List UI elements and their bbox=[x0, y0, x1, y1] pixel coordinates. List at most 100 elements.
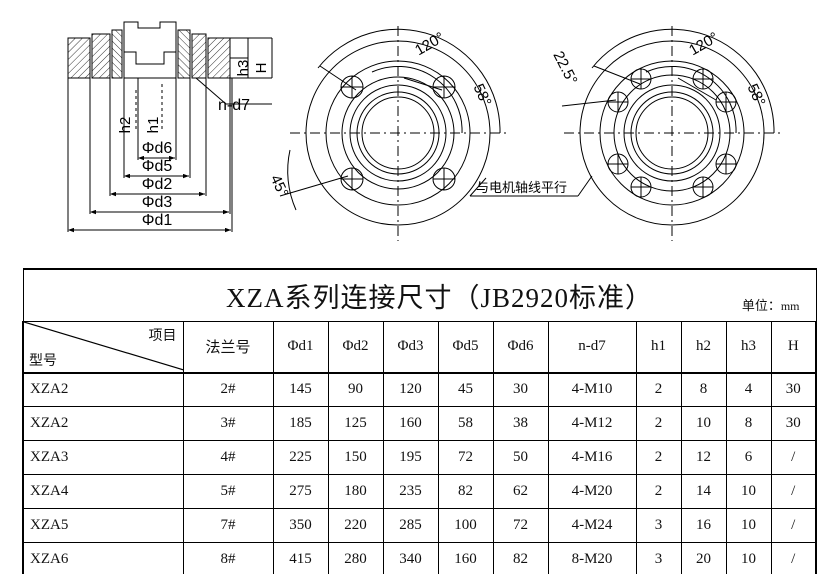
cell-d5: 45 bbox=[437, 372, 494, 407]
table-row: XZA2 2# 145 90 120 45 30 4-M10 2 8 4 30 bbox=[22, 372, 818, 407]
cell-d2: 150 bbox=[327, 440, 384, 475]
cell-H: / bbox=[770, 508, 818, 543]
cell-h1: 2 bbox=[635, 406, 682, 441]
unit-note: 单位：mm bbox=[742, 295, 800, 314]
label-h1: h1 bbox=[145, 117, 162, 134]
cell-h3: 8 bbox=[725, 406, 772, 441]
cell-H: / bbox=[770, 440, 818, 475]
table-title-row: XZA系列连接尺寸（JB2920标准） 单位：mm bbox=[22, 268, 817, 322]
label-phi-d6: Φd6 bbox=[142, 140, 173, 157]
unit-label: 单位： bbox=[741, 297, 781, 313]
label-phi-d2: Φd2 bbox=[142, 176, 173, 193]
section-view bbox=[67, 21, 273, 233]
column-header-h1: h1 bbox=[635, 320, 682, 374]
cell-model: XZA2 bbox=[22, 372, 184, 407]
corner-item-label: 项目 bbox=[148, 328, 177, 344]
cell-d5: 160 bbox=[437, 542, 494, 574]
cell-h1: 3 bbox=[635, 508, 682, 543]
cell-h1: 2 bbox=[635, 372, 682, 407]
column-header-d1: Φd1 bbox=[272, 320, 329, 374]
cell-h2: 20 bbox=[680, 542, 727, 574]
front-view-4hole bbox=[279, 26, 506, 241]
cell-nd7: 8-M20 bbox=[547, 542, 637, 574]
table-row: XZA4 5# 275 180 235 82 62 4-M20 2 14 10 … bbox=[22, 474, 818, 509]
cell-model: XZA4 bbox=[22, 474, 184, 509]
cell-h3: 10 bbox=[725, 508, 772, 543]
column-header-d3: Φd3 bbox=[382, 320, 439, 374]
cell-d2: 180 bbox=[327, 474, 384, 509]
cell-d5: 58 bbox=[437, 406, 494, 441]
cell-h2: 10 bbox=[680, 406, 727, 441]
column-header-h3: h3 bbox=[725, 320, 772, 374]
cell-h1: 2 bbox=[635, 440, 682, 475]
section-view-labels: h3 H h2 h1 n-d7 Φd6 Φd5 Φd2 Φd3 Φd1 bbox=[117, 60, 270, 229]
cell-h3: 6 bbox=[725, 440, 772, 475]
cell-d6: 50 bbox=[492, 440, 549, 475]
label-H: H bbox=[253, 63, 270, 74]
cell-h1: 3 bbox=[635, 542, 682, 574]
table-row: XZA5 7# 350 220 285 100 72 4-M24 3 16 10… bbox=[22, 508, 818, 543]
front-view-8hole-labels: 120° 58° 22.5° bbox=[549, 29, 768, 109]
angle-22-5: 22.5° bbox=[549, 48, 580, 87]
cell-nd7: 4-M10 bbox=[547, 372, 637, 407]
cell-model: XZA2 bbox=[22, 406, 184, 441]
cell-nd7: 4-M24 bbox=[547, 508, 637, 543]
label-phi-d5: Φd5 bbox=[142, 158, 173, 175]
cell-d2: 125 bbox=[327, 406, 384, 441]
cell-h3: 10 bbox=[725, 474, 772, 509]
label-h2: h2 bbox=[117, 117, 134, 134]
column-header-nd7: n-d7 bbox=[547, 320, 637, 374]
cell-h2: 12 bbox=[680, 440, 727, 475]
label-phi-d1: Φd1 bbox=[142, 212, 173, 229]
note-text: 与电机轴线平行 bbox=[476, 180, 567, 195]
cell-nd7: 4-M20 bbox=[547, 474, 637, 509]
angle-120-left: 120° bbox=[412, 29, 447, 59]
cell-d3: 160 bbox=[382, 406, 439, 441]
table-row: XZA6 8# 415 280 340 160 82 8-M20 3 20 10… bbox=[22, 542, 818, 574]
column-header-h2: h2 bbox=[680, 320, 727, 374]
dimension-table: XZA系列连接尺寸（JB2920标准） 单位：mm 项目 型号 bbox=[22, 268, 818, 574]
cell-model: XZA5 bbox=[22, 508, 184, 543]
cell-d1: 350 bbox=[272, 508, 329, 543]
cell-H: / bbox=[770, 542, 818, 574]
table-row: XZA3 4# 225 150 195 72 50 4-M16 2 12 6 / bbox=[22, 440, 818, 475]
note-leader bbox=[469, 175, 593, 197]
cell-nd7: 4-M12 bbox=[547, 406, 637, 441]
corner-diagonal-icon bbox=[24, 321, 183, 370]
cell-d1: 185 bbox=[272, 406, 329, 441]
cell-d2: 280 bbox=[327, 542, 384, 574]
cell-flange: 3# bbox=[182, 406, 274, 441]
cell-H: 30 bbox=[770, 372, 818, 407]
column-header-d5: Φd5 bbox=[437, 320, 494, 374]
corner-model-label: 型号 bbox=[29, 353, 57, 369]
label-h3: h3 bbox=[235, 60, 252, 77]
cell-d1: 145 bbox=[272, 372, 329, 407]
cell-d3: 340 bbox=[382, 542, 439, 574]
table-title: XZA系列连接尺寸（JB2920标准） bbox=[226, 282, 654, 313]
bolt-holes-4 bbox=[340, 75, 456, 191]
cell-H: 30 bbox=[770, 406, 818, 441]
cell-d6: 62 bbox=[492, 474, 549, 509]
table-title-cell: XZA系列连接尺寸（JB2920标准） 单位：mm bbox=[22, 268, 817, 322]
label-phi-d3: Φd3 bbox=[142, 194, 173, 211]
cell-flange: 5# bbox=[182, 474, 274, 509]
cell-d1: 415 bbox=[272, 542, 329, 574]
cell-flange: 4# bbox=[182, 440, 274, 475]
column-header-d6: Φd6 bbox=[492, 320, 549, 374]
cell-d5: 82 bbox=[437, 474, 494, 509]
table-header-row: 项目 型号 法兰号 Φd1 Φd2 Φd3 Φd5 Φd6 n-d7 h1 h2… bbox=[22, 320, 818, 374]
cell-flange: 8# bbox=[182, 542, 274, 574]
label-n-d7: n-d7 bbox=[218, 97, 250, 114]
angle-58-right: 58° bbox=[744, 81, 769, 109]
cell-h3: 10 bbox=[725, 542, 772, 574]
cell-H: / bbox=[770, 474, 818, 509]
cell-d3: 285 bbox=[382, 508, 439, 543]
cell-d2: 220 bbox=[327, 508, 384, 543]
cell-d1: 225 bbox=[272, 440, 329, 475]
technical-drawing: h3 H h2 h1 n-d7 Φd6 Φd5 Φd2 Φd3 Φd1 bbox=[0, 0, 835, 258]
cell-model: XZA6 bbox=[22, 542, 184, 574]
column-header-d2: Φd2 bbox=[327, 320, 384, 374]
cell-flange: 2# bbox=[182, 372, 274, 407]
dimension-table-wrap: XZA系列连接尺寸（JB2920标准） 单位：mm 项目 型号 bbox=[22, 268, 818, 574]
